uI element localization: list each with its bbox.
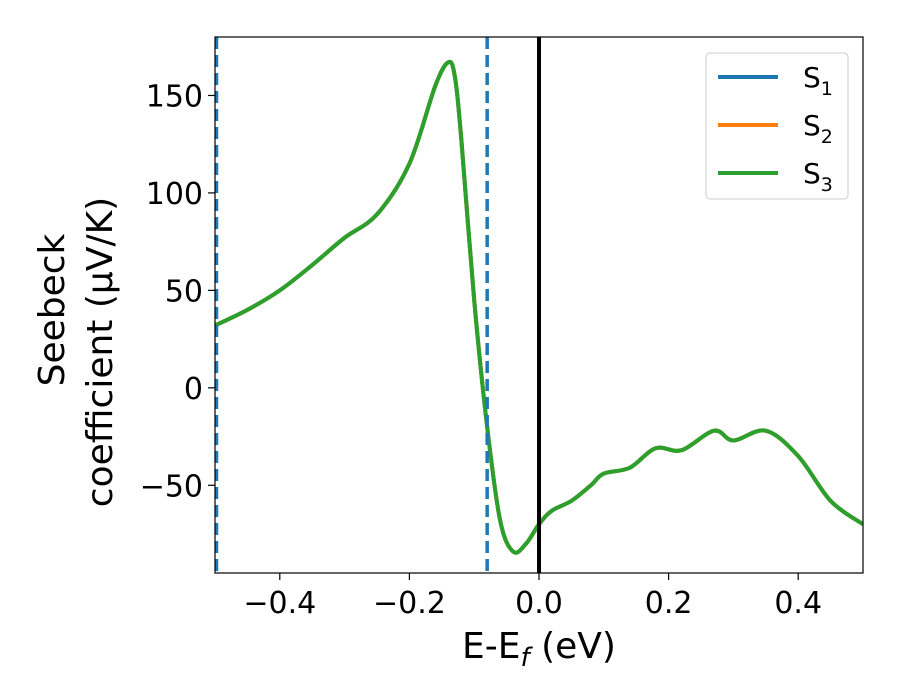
x-tick-label: −0.2 [373,586,446,621]
y-tick-label: 0 [184,372,203,407]
x-tick-label: −0.4 [243,586,316,621]
x-axis-label-unit: (eV) [530,626,616,667]
y-axis-label-line1: Seebeck [32,233,73,386]
series-line-S3 [215,59,863,555]
y-tick-label: 150 [146,79,203,114]
y-tick-label: 50 [165,274,203,309]
x-tick-label: 0.2 [645,586,693,621]
y-tick-label: 100 [146,177,203,212]
legend-label-S1: S1 [803,61,833,100]
legend-label-S2: S2 [803,109,833,148]
x-tick-label: 0.4 [774,586,822,621]
x-axis-label: E-Ef (eV) [462,626,616,673]
x-tick-label: 0.0 [515,586,563,621]
legend-label-S3: S3 [803,157,833,196]
y-tick-label: −50 [140,469,203,504]
y-axis-label-line2: coefficient (μV/K) [80,197,121,507]
legend: S1 S2 S3 [705,52,849,200]
